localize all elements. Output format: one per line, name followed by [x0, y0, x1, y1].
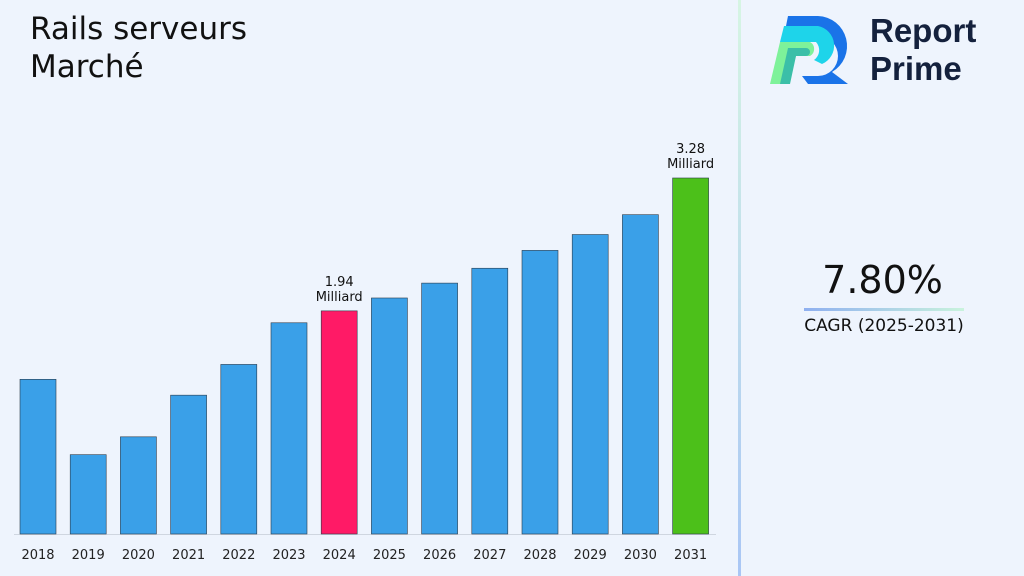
- bar-chart: 2018 2019 2020 2021 2022 2023 20241.94Milliard…: [14, 142, 716, 563]
- x-tick-label: 2027: [473, 548, 506, 563]
- x-tick-label: 2028: [523, 548, 556, 563]
- x-tick-label: 2018: [21, 548, 54, 563]
- brand-line2: Prime: [870, 50, 962, 87]
- bar-2021: [170, 394, 207, 535]
- bar-2025: [371, 297, 408, 535]
- x-tick-label: 2021: [172, 548, 205, 563]
- x-tick-label: 2025: [373, 548, 406, 563]
- x-tick-label: 2026: [423, 548, 456, 563]
- x-tick-label: 2031: [674, 548, 707, 563]
- chart-title: Rails serveurs Marché: [30, 11, 248, 85]
- bar-2024: [320, 310, 358, 535]
- bar-2022: [220, 364, 258, 535]
- bar-2028: [521, 250, 559, 535]
- cagr-label: CAGR (2025-2031): [804, 316, 964, 336]
- x-tick-label: 2022: [222, 548, 255, 563]
- x-tick-label: 2023: [272, 548, 305, 563]
- divider: [738, 0, 741, 576]
- data-label: Milliard: [667, 157, 714, 172]
- bar-2026: [421, 282, 458, 535]
- cagr-underline: [804, 308, 964, 311]
- brand-name: Report Prime: [870, 12, 976, 88]
- bar-2031: [672, 177, 709, 535]
- report-prime-logo-icon: [770, 16, 848, 84]
- bar-2019: [69, 454, 107, 535]
- x-tick-label: 2019: [72, 548, 105, 563]
- x-tick-label: 2024: [323, 548, 356, 563]
- bar-2023: [270, 322, 308, 535]
- data-label: 3.28: [676, 142, 705, 157]
- data-label: 1.94: [325, 275, 354, 290]
- bar-2027: [471, 267, 509, 535]
- bar-2030: [622, 214, 659, 535]
- brand-line1: Report: [870, 12, 977, 49]
- x-tick-label: 2030: [624, 548, 657, 563]
- bar-2029: [571, 234, 609, 535]
- x-tick-label: 2029: [574, 548, 607, 563]
- bar-2020: [120, 436, 157, 535]
- cagr-value: 7.80%: [822, 258, 943, 302]
- bar-2018: [19, 379, 57, 535]
- data-label: Milliard: [316, 290, 363, 305]
- x-tick-label: 2020: [122, 548, 155, 563]
